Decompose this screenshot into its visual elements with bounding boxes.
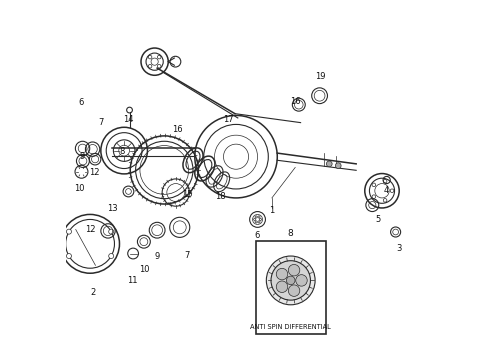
Circle shape — [296, 275, 307, 286]
Text: 3: 3 — [396, 244, 402, 253]
Text: 8: 8 — [119, 147, 124, 156]
Text: 8: 8 — [288, 229, 294, 238]
Text: 9: 9 — [154, 252, 160, 261]
Text: 2: 2 — [90, 288, 95, 297]
Circle shape — [109, 253, 114, 258]
Text: 11: 11 — [127, 276, 137, 285]
Text: 13: 13 — [107, 204, 118, 213]
Circle shape — [288, 265, 300, 276]
Text: 16: 16 — [172, 125, 183, 134]
Text: 9: 9 — [79, 152, 84, 161]
Circle shape — [109, 229, 114, 234]
Circle shape — [335, 163, 341, 168]
Circle shape — [326, 161, 332, 167]
Circle shape — [287, 276, 295, 285]
Text: 4: 4 — [384, 186, 389, 195]
Text: 12: 12 — [89, 168, 99, 177]
Text: 19: 19 — [315, 72, 325, 81]
Text: ANTI SPIN DIFFERENTIAL: ANTI SPIN DIFFERENTIAL — [250, 324, 331, 330]
Text: 1: 1 — [270, 206, 274, 215]
Text: 10: 10 — [139, 265, 149, 274]
Text: 6: 6 — [254, 231, 260, 240]
Text: 12: 12 — [86, 225, 96, 234]
Circle shape — [267, 256, 315, 305]
Text: 7: 7 — [184, 251, 190, 260]
Circle shape — [271, 261, 311, 300]
Text: 15: 15 — [182, 190, 192, 199]
Text: 16: 16 — [290, 96, 300, 105]
Text: 10: 10 — [74, 184, 85, 193]
Circle shape — [276, 268, 288, 280]
Circle shape — [276, 281, 288, 292]
Bar — [256, 241, 326, 334]
Text: 14: 14 — [123, 115, 134, 124]
Text: 18: 18 — [215, 192, 226, 201]
Text: 5: 5 — [375, 215, 380, 224]
Circle shape — [67, 253, 72, 258]
Text: 6: 6 — [78, 98, 83, 107]
Text: 17: 17 — [223, 115, 234, 124]
Circle shape — [288, 285, 300, 296]
Text: 7: 7 — [98, 118, 103, 127]
Circle shape — [67, 229, 72, 234]
